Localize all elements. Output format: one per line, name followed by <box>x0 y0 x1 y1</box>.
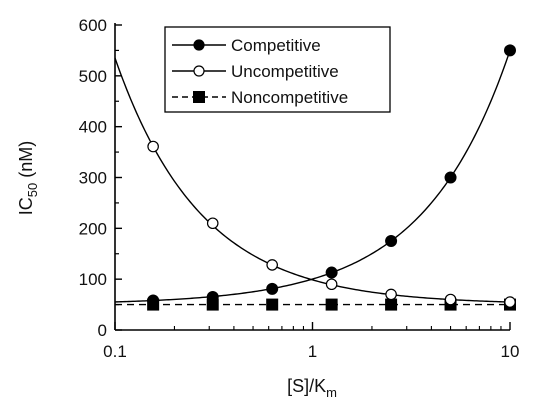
competitive-point <box>206 290 219 303</box>
competitive-point <box>266 282 279 295</box>
competitive-point <box>325 266 338 279</box>
x-tick-label: 0.1 <box>103 342 127 361</box>
series-markers <box>147 44 516 311</box>
y-tick-label: 600 <box>79 16 107 35</box>
uncompetitive-point <box>385 288 397 301</box>
x-tick-label: 1 <box>308 342 317 361</box>
legend-label-competitive: Competitive <box>231 36 321 55</box>
uncompetitive-curve <box>114 57 511 303</box>
y-tick-label: 500 <box>79 67 107 86</box>
legend-label-uncompetitive: Uncompetitive <box>231 62 339 81</box>
competitive-point <box>385 235 398 248</box>
competitive-curve <box>114 50 511 303</box>
y-axis-label: IC50 (nM) <box>16 141 40 215</box>
x-axis-label: [S]/Km <box>287 376 337 400</box>
legend-marker-noncompetitive <box>193 91 205 103</box>
x-tick-label: 10 <box>501 342 520 361</box>
y-tick-label: 300 <box>79 169 107 188</box>
legend-marker-uncompetitive <box>193 65 205 77</box>
uncompetitive-point <box>504 296 516 308</box>
noncompetitive-point <box>266 298 279 311</box>
uncompetitive-point <box>206 217 219 230</box>
noncompetitive-point <box>385 298 398 311</box>
uncompetitive-point <box>147 140 159 153</box>
legend-entry-noncompetitive: Noncompetitive <box>172 88 348 107</box>
y-ticks: 0 100 200 300 400 500 600 <box>79 16 122 340</box>
x-ticks: 0.1 1 10 <box>103 322 519 361</box>
competitive-point <box>504 44 516 57</box>
y-tick-label: 100 <box>79 270 107 289</box>
legend-marker-competitive <box>193 39 205 51</box>
y-tick-label: 200 <box>79 219 107 238</box>
y-tick-label: 400 <box>79 118 107 137</box>
competitive-point <box>147 294 160 307</box>
legend: Competitive Uncompetitive Noncompetitive <box>164 26 391 113</box>
legend-entry-uncompetitive: Uncompetitive <box>172 62 339 81</box>
noncompetitive-point <box>325 298 338 311</box>
competitive-point <box>444 171 457 184</box>
uncompetitive-point <box>266 259 278 271</box>
y-tick-label: 0 <box>98 321 107 340</box>
series-curves <box>114 50 511 306</box>
legend-label-noncompetitive: Noncompetitive <box>231 88 348 107</box>
legend-entry-competitive: Competitive <box>172 36 321 55</box>
uncompetitive-point <box>444 293 457 306</box>
uncompetitive-point <box>325 278 338 291</box>
